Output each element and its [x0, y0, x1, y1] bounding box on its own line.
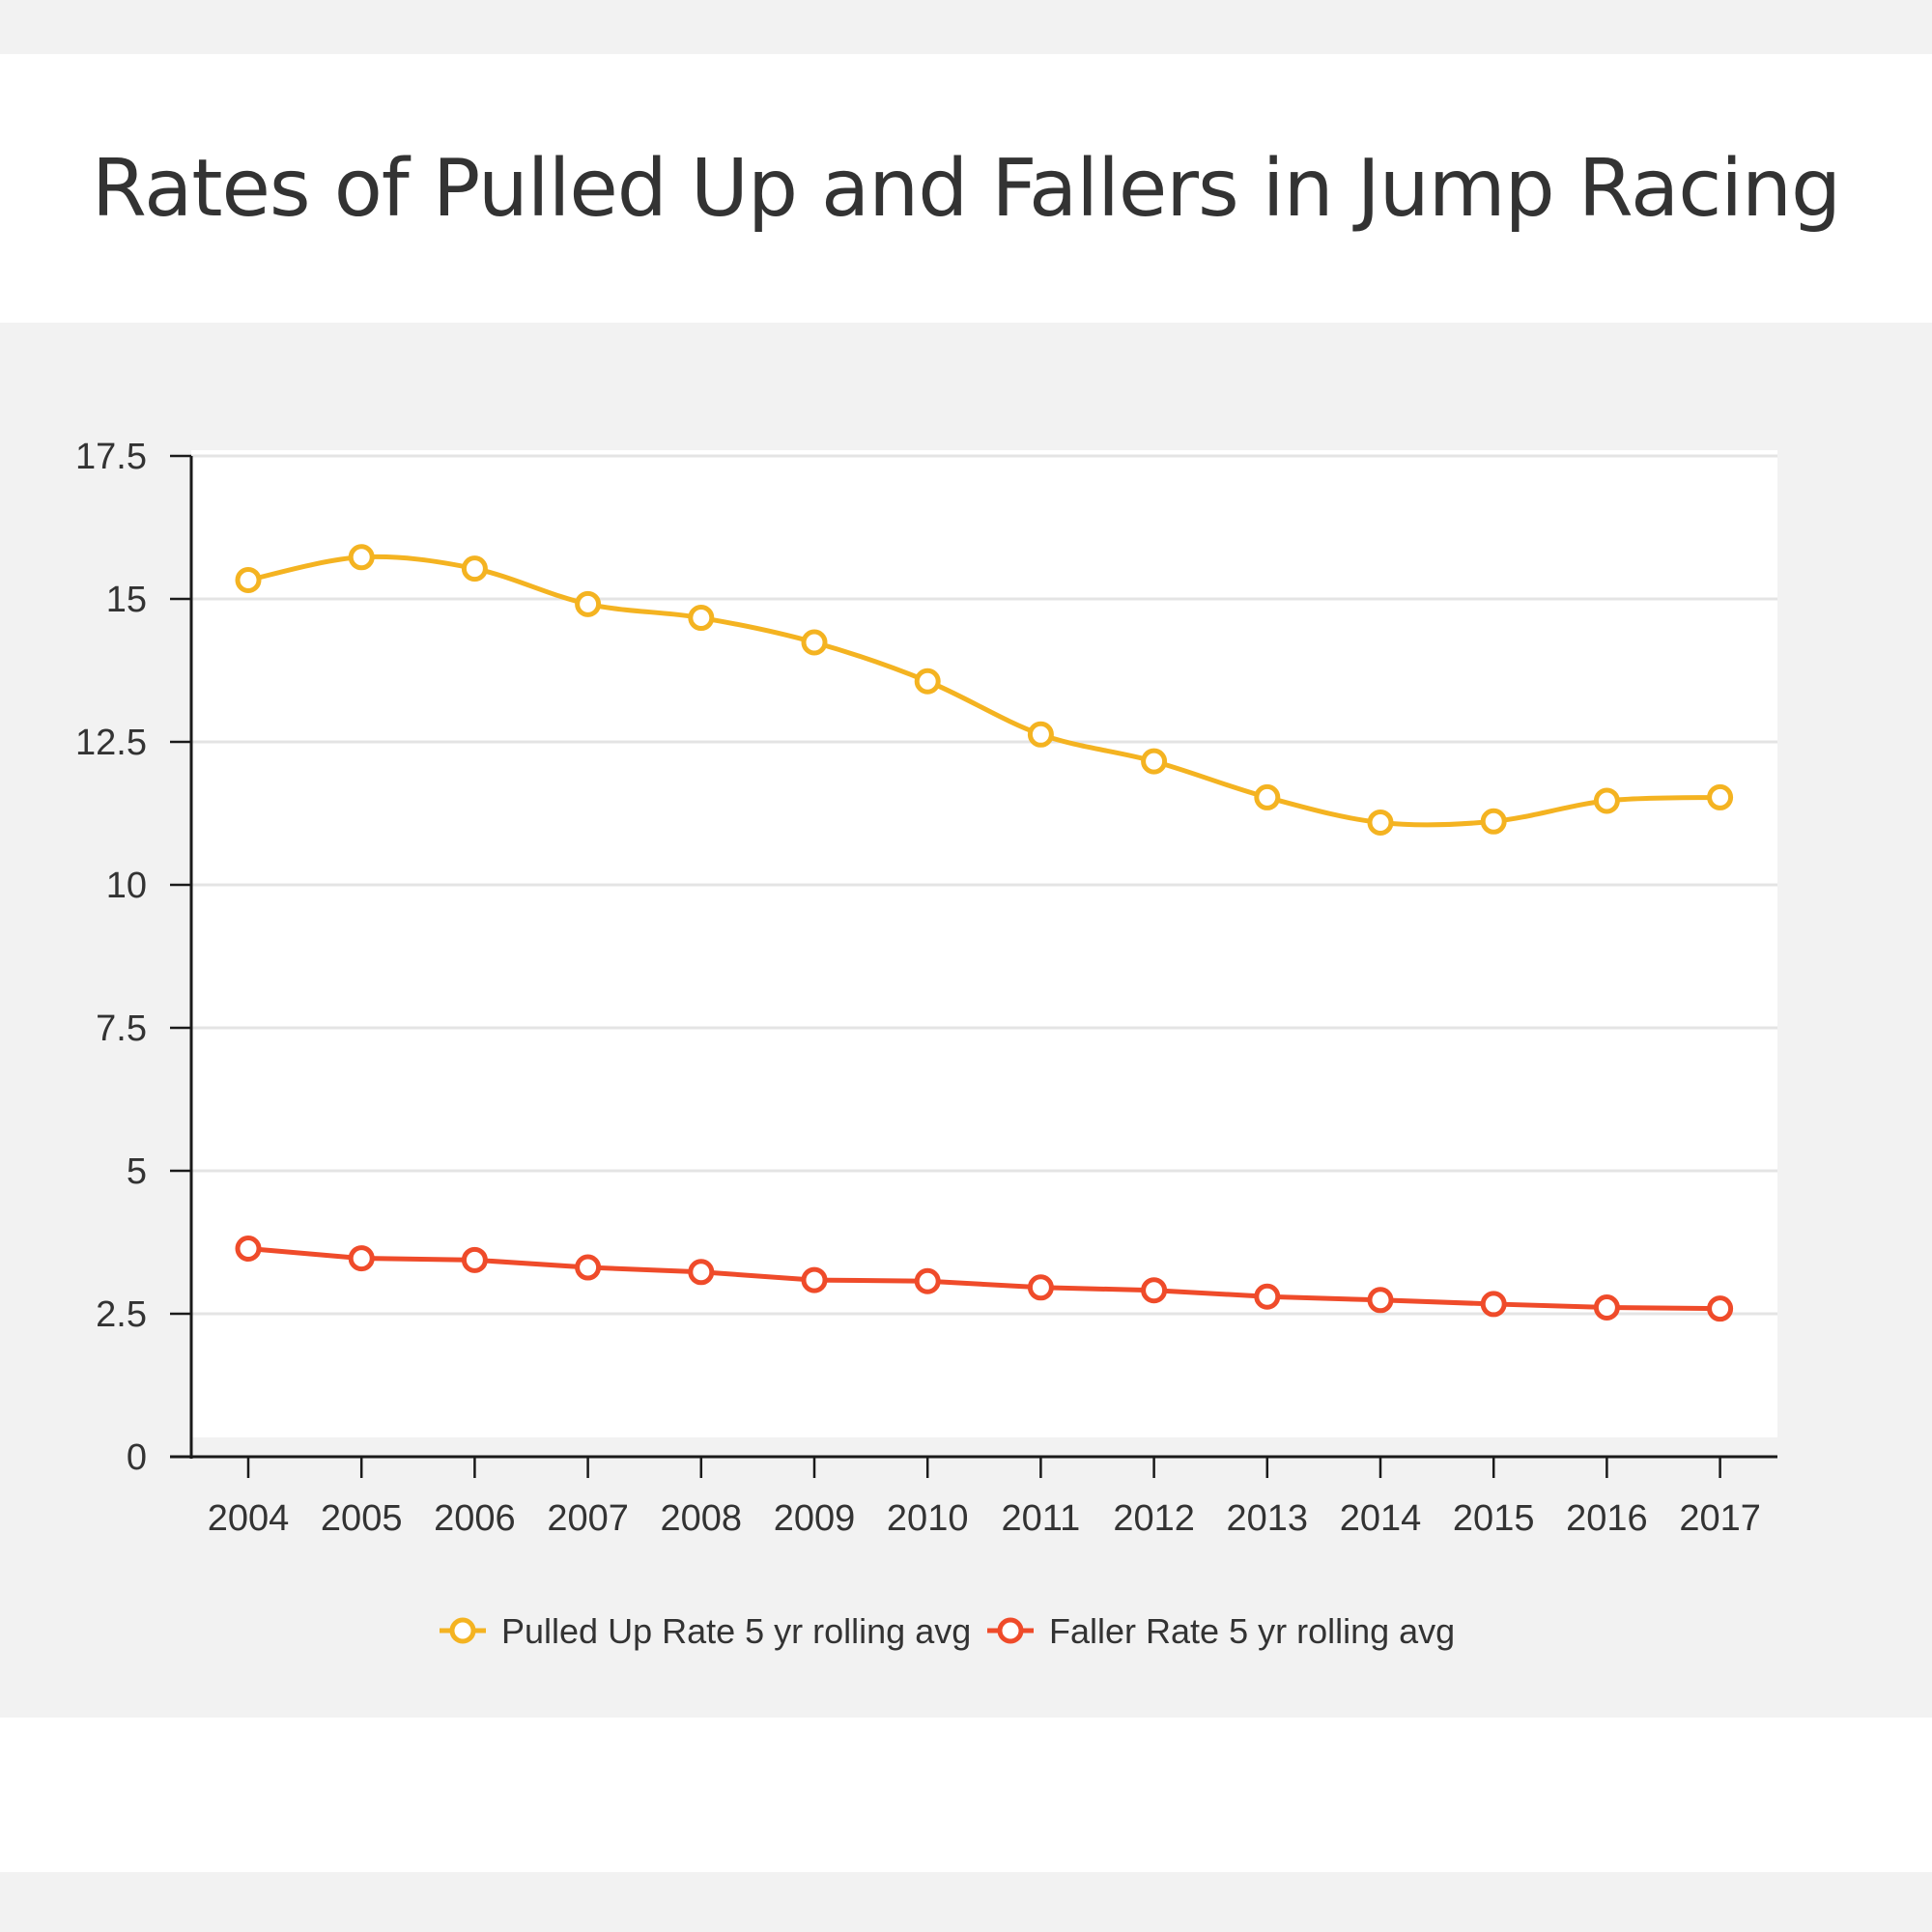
data-point [1254, 1283, 1281, 1310]
x-tick-label: 2005 [321, 1498, 403, 1539]
title-band [0, 54, 1932, 323]
series-line-2 [247, 1246, 1720, 1312]
data-point [1707, 783, 1734, 810]
data-point [1707, 1295, 1734, 1322]
plot-area [191, 450, 1777, 1437]
data-point [801, 629, 828, 656]
data-point [461, 1246, 488, 1273]
x-tick-label: 2009 [774, 1498, 856, 1539]
y-tick-label: 10 [106, 866, 147, 906]
data-point [1141, 748, 1168, 775]
series-line-1 [247, 554, 1720, 828]
data-point [914, 1267, 941, 1294]
data-point [1367, 1287, 1394, 1314]
legend-swatch-marker [997, 1617, 1024, 1644]
x-tick-label: 2014 [1340, 1498, 1422, 1539]
data-point [1367, 809, 1394, 836]
data-point [914, 668, 941, 695]
data-point [1480, 808, 1507, 835]
y-tick-label: 12.5 [75, 723, 147, 763]
x-tick-label: 2006 [434, 1498, 516, 1539]
data-point [688, 605, 715, 632]
data-point [575, 1254, 602, 1281]
x-tick-label: 2015 [1453, 1498, 1535, 1539]
x-tick-label: 2004 [208, 1498, 290, 1539]
data-point [461, 555, 488, 582]
legend-label: Pulled Up Rate 5 yr rolling avg [501, 1611, 971, 1651]
x-tick-label: 2008 [661, 1498, 743, 1539]
data-point [1254, 783, 1281, 810]
data-point [235, 1236, 262, 1263]
y-tick-label: 17.5 [75, 437, 147, 477]
y-tick-label: 0 [127, 1437, 147, 1478]
legend-swatch-marker [449, 1617, 476, 1644]
data-point [688, 1259, 715, 1286]
data-point [1480, 1291, 1507, 1318]
data-point [801, 1266, 828, 1293]
x-tick-label: 2010 [887, 1498, 969, 1539]
x-tick-label: 2007 [547, 1498, 629, 1539]
legend-label: Faller Rate 5 yr rolling avg [1049, 1611, 1455, 1651]
data-point [1027, 721, 1054, 748]
data-point [1593, 787, 1620, 814]
x-tick-label: 2017 [1679, 1498, 1761, 1539]
data-point [348, 544, 375, 571]
x-tick-label: 2012 [1113, 1498, 1195, 1539]
x-tick-label: 2013 [1227, 1498, 1309, 1539]
x-tick-label: 2016 [1566, 1498, 1648, 1539]
data-point [348, 1245, 375, 1272]
y-tick-label: 2.5 [96, 1294, 147, 1335]
data-point [1027, 1274, 1054, 1301]
data-point [235, 566, 262, 593]
x-tick-label: 2011 [1002, 1498, 1081, 1539]
data-point [1141, 1277, 1168, 1304]
data-point [575, 590, 602, 617]
chart-title: Rates of Pulled Up and Fallers in Jump R… [91, 142, 1841, 235]
data-point [1593, 1293, 1620, 1321]
y-tick-label: 15 [106, 580, 147, 620]
y-tick-label: 7.5 [96, 1009, 147, 1049]
footer-band [0, 1718, 1932, 1872]
y-tick-label: 5 [127, 1151, 147, 1192]
